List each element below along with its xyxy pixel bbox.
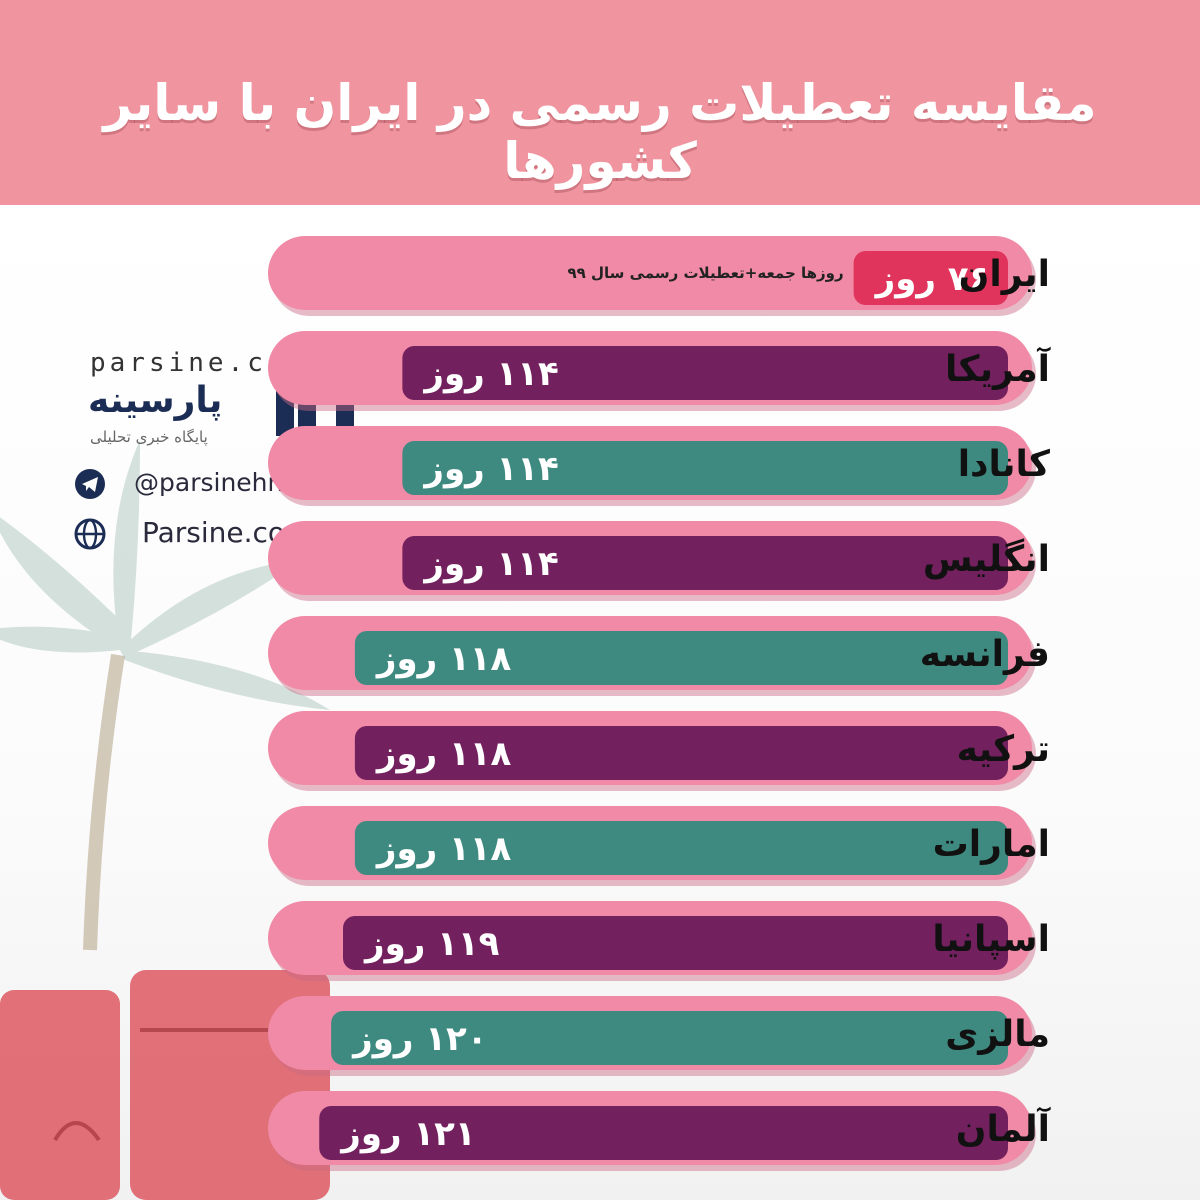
bar-track xyxy=(268,236,1032,310)
category-label: آمریکا xyxy=(945,346,1052,390)
bar-value-label: ۱۱۸ روز xyxy=(375,639,512,679)
bar xyxy=(319,1106,1008,1160)
globe-icon xyxy=(74,518,106,550)
header-band: مقایسه تعطیلات رسمی در ایران با سایر کشو… xyxy=(0,0,1200,205)
bar-value-label: ۱۱۹ روز xyxy=(363,924,500,964)
brand-domain: parsine.com xyxy=(90,348,307,378)
bar xyxy=(354,726,1008,780)
bar-annotation: روزها جمعه+تعطیلات رسمی سال ۹۹ xyxy=(567,264,843,282)
bar-value-label: ۱۱۴ روز xyxy=(422,544,558,584)
category-label: آلمان xyxy=(956,1106,1052,1150)
bar-value-label: ۱۱۴ روز xyxy=(422,354,558,394)
bar xyxy=(402,441,1008,495)
bar-value-label: ۱۱۴ روز xyxy=(422,449,558,489)
bar xyxy=(354,631,1008,685)
category-label: اسپانیا xyxy=(932,919,1050,960)
telegram-icon xyxy=(75,469,105,499)
bar-value-label: ۱۱۸ روز xyxy=(375,734,512,774)
bar-value-label: ۷۶ روز xyxy=(874,259,990,299)
bar xyxy=(343,916,1008,970)
bar xyxy=(853,251,1008,305)
category-label: فرانسه xyxy=(920,634,1050,675)
bar-value-label: ۱۲۰ روز xyxy=(351,1019,487,1059)
bar-value-label: ۱۲۱ روز xyxy=(339,1114,475,1154)
page-title: مقایسه تعطیلات رسمی در ایران با سایر کشو… xyxy=(103,74,1097,190)
category-label: مالزی xyxy=(945,1014,1050,1055)
category-label: انگلیس xyxy=(923,538,1050,580)
bar-value-label: ۱۱۸ روز xyxy=(375,829,512,869)
category-label: ایران xyxy=(959,254,1050,295)
brand-name: پارسینه xyxy=(88,380,223,421)
bar xyxy=(331,1011,1008,1065)
bar xyxy=(402,536,1008,590)
bar xyxy=(354,821,1008,875)
brand-tagline: پایگاه خبری تحلیلی xyxy=(90,428,208,446)
bar xyxy=(402,346,1008,400)
category-label: ترکیه xyxy=(957,729,1050,770)
category-label: کانادا xyxy=(958,444,1050,485)
category-label: امارات xyxy=(933,824,1050,865)
